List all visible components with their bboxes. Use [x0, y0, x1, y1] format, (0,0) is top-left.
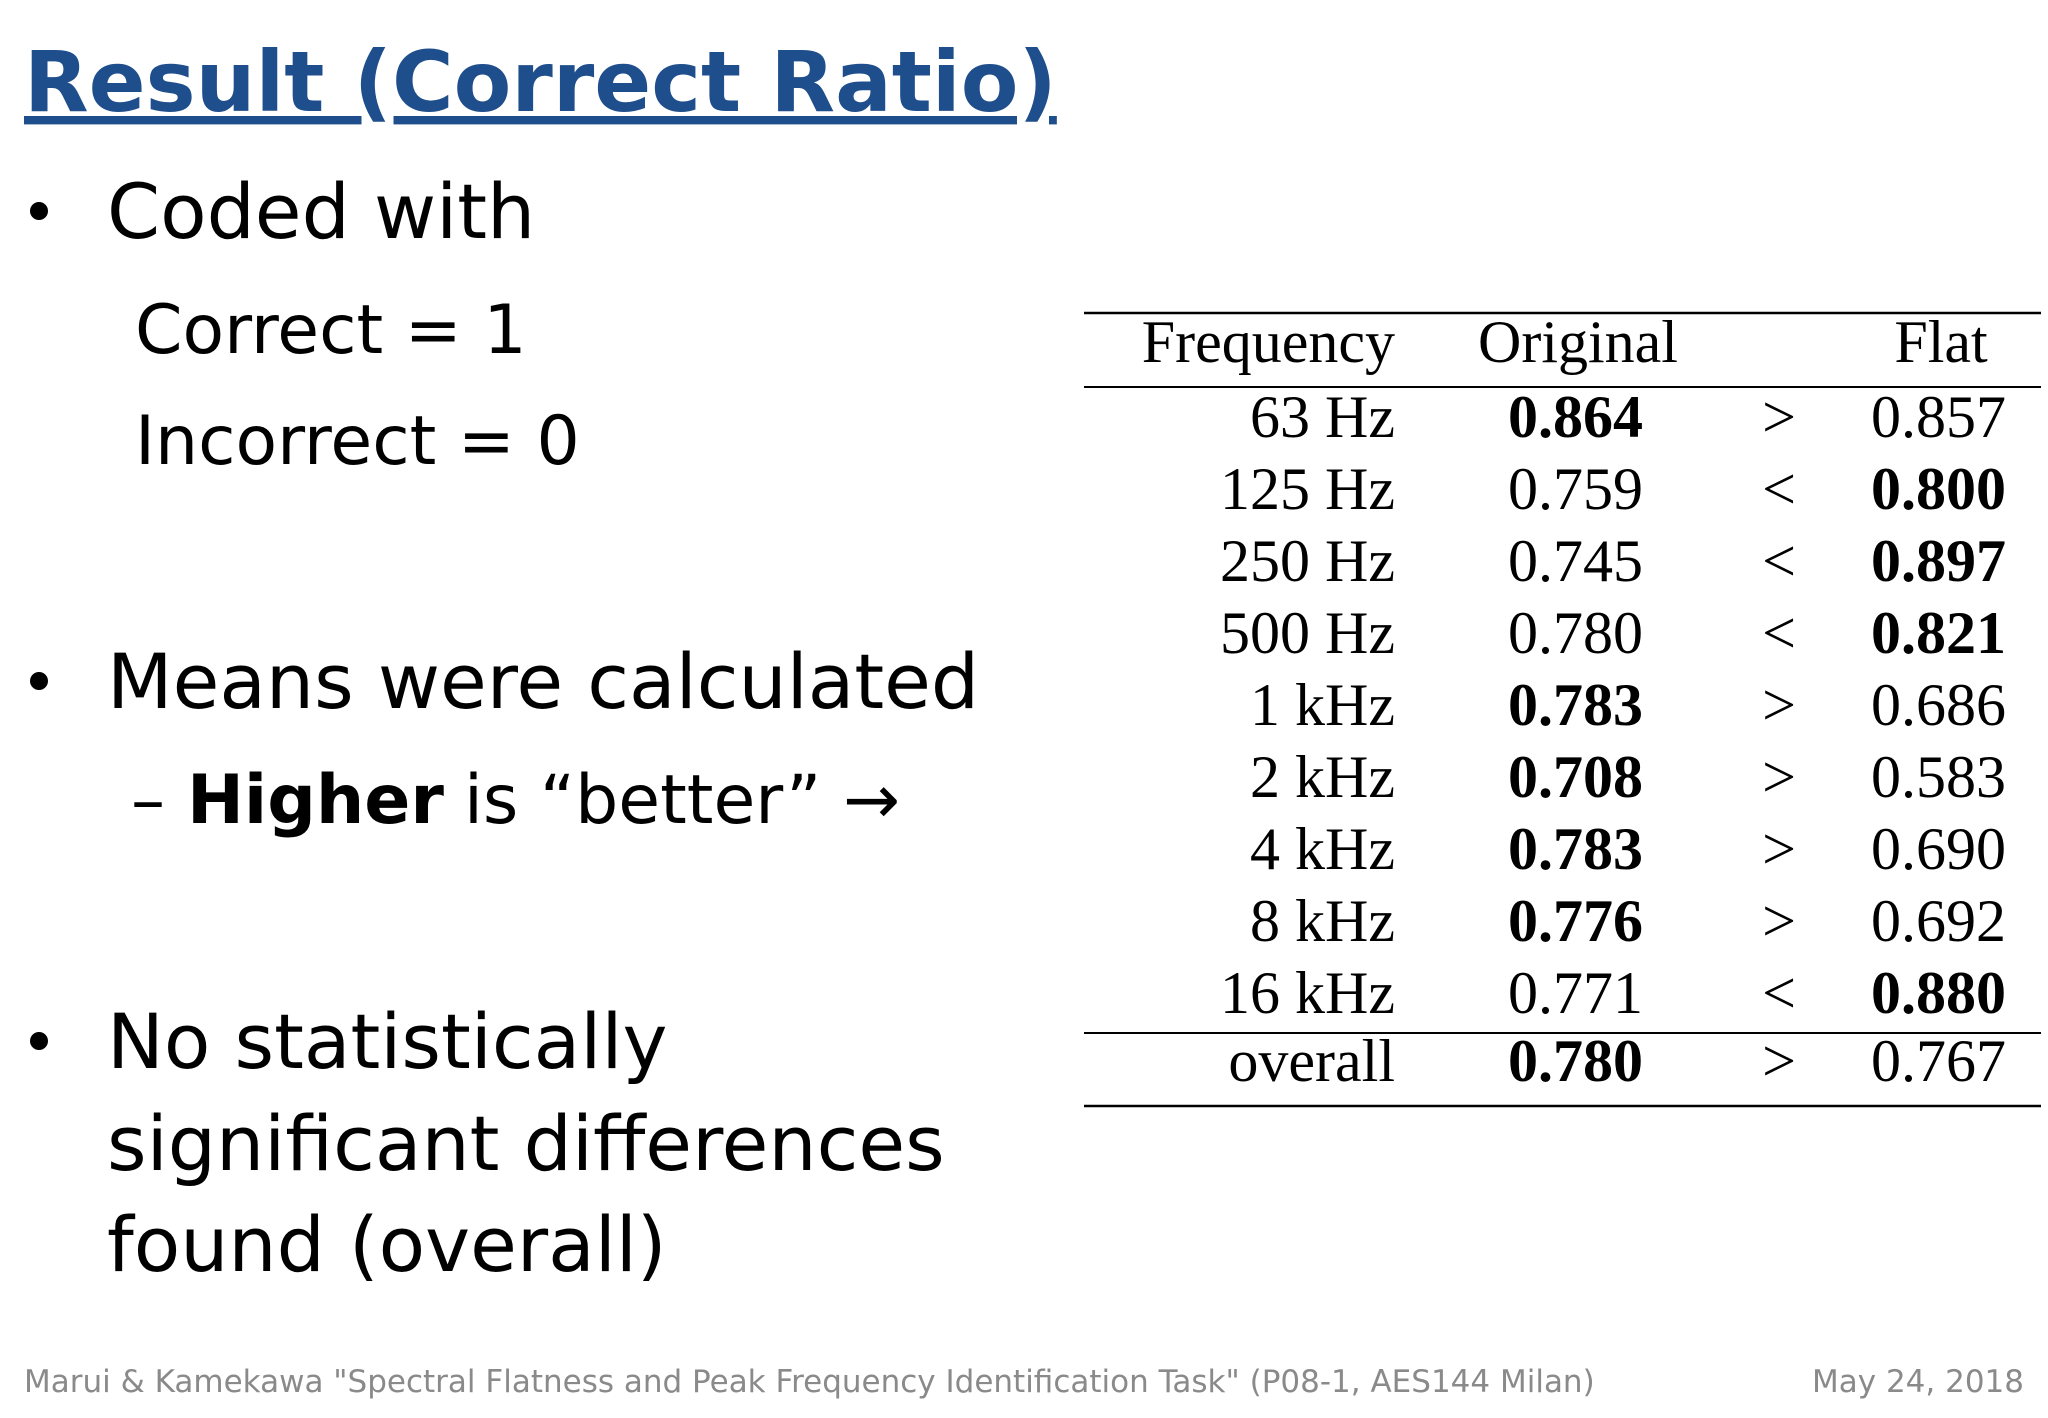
original-cell: 0.771: [1508, 960, 1643, 1026]
original-cell: 0.759: [1508, 456, 1643, 522]
bullet: [30, 1032, 48, 1050]
flat-cell: 0.692: [1871, 888, 2006, 954]
footer-left: Marui & Kamekawa "Spectral Flatness and …: [24, 1364, 1595, 1400]
flat-cell: 0.897: [1871, 528, 2006, 594]
comparison-cell: >: [1762, 744, 1796, 810]
comparison-cell: >: [1762, 816, 1796, 882]
flat-cell: 0.880: [1871, 960, 2006, 1026]
original-cell: 0.745: [1508, 528, 1643, 594]
original-cell: 0.783: [1508, 816, 1643, 882]
frequency-cell: overall: [1228, 1028, 1395, 1094]
original-cell: 0.776: [1508, 888, 1643, 954]
frequency-cell: 1 kHz: [1250, 672, 1395, 738]
sub-text: Incorrect = 0: [135, 402, 580, 481]
footer-right: May 24, 2018: [1812, 1364, 2024, 1400]
frequency-cell: 250 Hz: [1220, 528, 1395, 594]
flat-cell: 0.821: [1871, 600, 2006, 666]
flat-cell: 0.857: [1871, 384, 2006, 450]
bullet-text: found (overall): [107, 1200, 667, 1289]
comparison-cell: <: [1762, 456, 1796, 522]
comparison-cell: <: [1762, 960, 1796, 1026]
original-cell: 0.864: [1508, 384, 1643, 450]
comparison-cell: >: [1762, 1028, 1796, 1094]
bullet-text: No statistically: [107, 997, 667, 1086]
sub-line: – Higher is “better” →: [131, 761, 900, 840]
bullet: [30, 202, 48, 220]
sub-text: Correct = 1: [135, 291, 527, 370]
bullet: [30, 672, 48, 690]
comparison-cell: >: [1762, 384, 1796, 450]
comparison-cell: >: [1762, 888, 1796, 954]
comparison-cell: >: [1762, 672, 1796, 738]
dash: –: [131, 761, 165, 840]
flat-cell: 0.686: [1871, 672, 2006, 738]
bullet-text: Coded with: [107, 167, 535, 256]
frequency-cell: 125 Hz: [1220, 456, 1395, 522]
flat-cell: 0.583: [1871, 744, 2006, 810]
bold-word: Higher: [187, 761, 444, 840]
original-cell: 0.780: [1508, 1028, 1643, 1094]
bullet-text: Means were calculated: [107, 637, 979, 726]
table-header: Frequency: [1142, 309, 1395, 375]
table-body: 63 Hz 0.864 >0.857 125 Hz 0.759 <0.800 250 Hz 0…: [1220, 384, 2006, 1094]
frequency-cell: 2 kHz: [1250, 744, 1395, 810]
table-header: Original: [1478, 309, 1678, 375]
flat-cell: 0.767: [1871, 1028, 2006, 1094]
sub-rest: is “better” →: [464, 761, 900, 840]
slide-title: Result (Correct Ratio): [24, 33, 1057, 131]
frequency-cell: 500 Hz: [1220, 600, 1395, 666]
original-cell: 0.780: [1508, 600, 1643, 666]
frequency-cell: 63 Hz: [1250, 384, 1395, 450]
comparison-cell: <: [1762, 600, 1796, 666]
flat-cell: 0.800: [1871, 456, 2006, 522]
flat-cell: 0.690: [1871, 816, 2006, 882]
frequency-cell: 16 kHz: [1220, 960, 1395, 1026]
table-header: Flat: [1894, 309, 1988, 375]
bullet-text: significant differences: [107, 1099, 945, 1188]
original-cell: 0.783: [1508, 672, 1643, 738]
frequency-cell: 8 kHz: [1250, 888, 1395, 954]
comparison-cell: <: [1762, 528, 1796, 594]
frequency-cell: 4 kHz: [1250, 816, 1395, 882]
original-cell: 0.708: [1508, 744, 1643, 810]
